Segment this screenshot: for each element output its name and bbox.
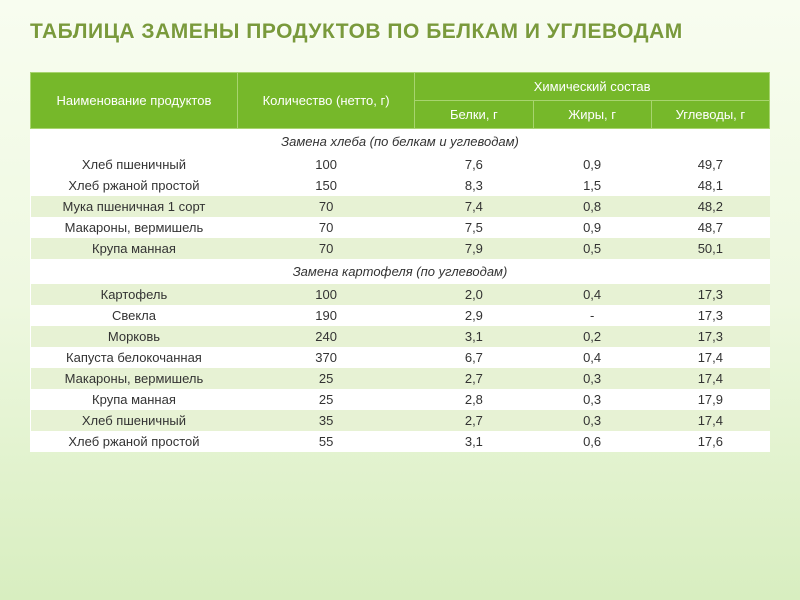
cell-fat: 0,3 [533,368,651,389]
section-label: Замена хлеба (по белкам и углеводам) [31,129,770,155]
cell-protein: 3,1 [415,431,533,452]
cell-protein: 2,9 [415,305,533,326]
cell-fat: 0,3 [533,410,651,431]
cell-qty: 100 [237,154,414,175]
table-row: Капуста белокочанная 370 6,7 0,4 17,4 [31,347,770,368]
table-row: Хлеб ржаной простой 150 8,3 1,5 48,1 [31,175,770,196]
table-header: Наименование продуктов Количество (нетто… [31,73,770,129]
cell-name: Морковь [31,326,238,347]
cell-qty: 70 [237,238,414,259]
table-row: Крупа манная 25 2,8 0,3 17,9 [31,389,770,410]
table-row: Крупа манная 70 7,9 0,5 50,1 [31,238,770,259]
cell-protein: 6,7 [415,347,533,368]
cell-fat: 0,9 [533,217,651,238]
cell-carb: 49,7 [651,154,769,175]
cell-carb: 48,1 [651,175,769,196]
cell-carb: 17,4 [651,368,769,389]
th-chem: Химический состав [415,73,770,101]
table-row: Макароны, вермишель 25 2,7 0,3 17,4 [31,368,770,389]
cell-name: Свекла [31,305,238,326]
cell-name: Мука пшеничная 1 сорт [31,196,238,217]
cell-qty: 70 [237,217,414,238]
cell-carb: 17,3 [651,305,769,326]
table-row: Свекла 190 2,9 - 17,3 [31,305,770,326]
cell-name: Капуста белокочанная [31,347,238,368]
cell-name: Крупа манная [31,238,238,259]
cell-fat: 0,5 [533,238,651,259]
th-fat: Жиры, г [533,101,651,129]
cell-carb: 17,3 [651,284,769,305]
cell-protein: 2,7 [415,368,533,389]
slide: ТАБЛИЦА ЗАМЕНЫ ПРОДУКТОВ ПО БЕЛКАМ И УГЛ… [0,0,800,600]
cell-qty: 35 [237,410,414,431]
th-protein: Белки, г [415,101,533,129]
cell-carb: 48,7 [651,217,769,238]
cell-qty: 100 [237,284,414,305]
cell-qty: 25 [237,368,414,389]
section-label: Замена картофеля (по углеводам) [31,259,770,284]
cell-name: Хлеб ржаной простой [31,431,238,452]
cell-name: Макароны, вермишель [31,368,238,389]
cell-qty: 370 [237,347,414,368]
table-row: Хлеб пшеничный 35 2,7 0,3 17,4 [31,410,770,431]
cell-protein: 7,6 [415,154,533,175]
substitution-table: Наименование продуктов Количество (нетто… [30,72,770,452]
cell-fat: 0,2 [533,326,651,347]
cell-fat: - [533,305,651,326]
section-row: Замена картофеля (по углеводам) [31,259,770,284]
cell-qty: 25 [237,389,414,410]
cell-qty: 55 [237,431,414,452]
page-title: ТАБЛИЦА ЗАМЕНЫ ПРОДУКТОВ ПО БЕЛКАМ И УГЛ… [30,20,770,44]
table-row: Мука пшеничная 1 сорт 70 7,4 0,8 48,2 [31,196,770,217]
cell-name: Макароны, вермишель [31,217,238,238]
cell-qty: 70 [237,196,414,217]
cell-fat: 0,9 [533,154,651,175]
cell-fat: 0,4 [533,347,651,368]
cell-name: Хлеб пшеничный [31,154,238,175]
cell-protein: 3,1 [415,326,533,347]
section-row: Замена хлеба (по белкам и углеводам) [31,129,770,155]
cell-protein: 2,8 [415,389,533,410]
cell-carb: 17,3 [651,326,769,347]
cell-carb: 17,9 [651,389,769,410]
table-row: Морковь 240 3,1 0,2 17,3 [31,326,770,347]
cell-fat: 0,4 [533,284,651,305]
cell-carb: 48,2 [651,196,769,217]
cell-name: Хлеб пшеничный [31,410,238,431]
table-row: Хлеб ржаной простой 55 3,1 0,6 17,6 [31,431,770,452]
cell-protein: 2,0 [415,284,533,305]
cell-carb: 50,1 [651,238,769,259]
cell-carb: 17,6 [651,431,769,452]
cell-qty: 150 [237,175,414,196]
cell-name: Картофель [31,284,238,305]
th-name: Наименование продуктов [31,73,238,129]
cell-protein: 7,4 [415,196,533,217]
cell-name: Хлеб ржаной простой [31,175,238,196]
table-row: Макароны, вермишель 70 7,5 0,9 48,7 [31,217,770,238]
cell-fat: 0,3 [533,389,651,410]
th-qty: Количество (нетто, г) [237,73,414,129]
table-row: Хлеб пшеничный 100 7,6 0,9 49,7 [31,154,770,175]
cell-carb: 17,4 [651,347,769,368]
cell-protein: 7,5 [415,217,533,238]
table-row: Картофель 100 2,0 0,4 17,3 [31,284,770,305]
th-carb: Углеводы, г [651,101,769,129]
cell-protein: 8,3 [415,175,533,196]
cell-protein: 7,9 [415,238,533,259]
cell-fat: 0,8 [533,196,651,217]
cell-fat: 0,6 [533,431,651,452]
cell-fat: 1,5 [533,175,651,196]
cell-protein: 2,7 [415,410,533,431]
cell-carb: 17,4 [651,410,769,431]
cell-name: Крупа манная [31,389,238,410]
cell-qty: 240 [237,326,414,347]
cell-qty: 190 [237,305,414,326]
